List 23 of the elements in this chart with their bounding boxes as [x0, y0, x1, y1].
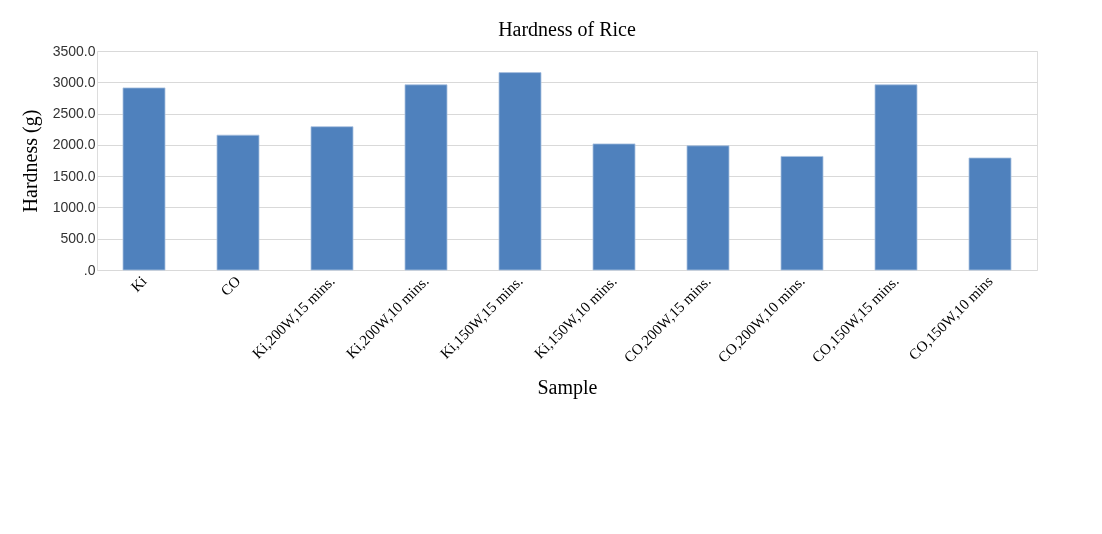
y-tick-label: 3000.0: [52, 73, 96, 90]
bar: [122, 87, 166, 271]
y-tick-label: 1000.0: [52, 198, 96, 215]
y-tick-label: 2500.0: [52, 105, 96, 122]
bar: [310, 126, 354, 271]
x-axis-title: Sample: [537, 375, 598, 399]
y-axis-title: Hardness (g): [18, 109, 42, 213]
bar: [968, 157, 1012, 271]
chart-title: Hardness of Rice: [498, 18, 636, 40]
bar: [874, 84, 918, 271]
bar: [216, 134, 260, 271]
y-tick-label: .0: [83, 261, 96, 278]
bar: [780, 156, 824, 271]
y-tick-label: 500.0: [60, 230, 96, 247]
y-tick-label: 3500.0: [52, 42, 96, 59]
y-tick-label: 2000.0: [52, 136, 96, 153]
bar: [498, 72, 542, 271]
x-tick-label: Ki: [127, 272, 150, 295]
bar: [592, 143, 636, 271]
y-tick-label: 1500.0: [52, 167, 96, 184]
x-tick-label: CO: [217, 272, 244, 299]
bar: [404, 84, 448, 271]
bar: [686, 145, 730, 271]
